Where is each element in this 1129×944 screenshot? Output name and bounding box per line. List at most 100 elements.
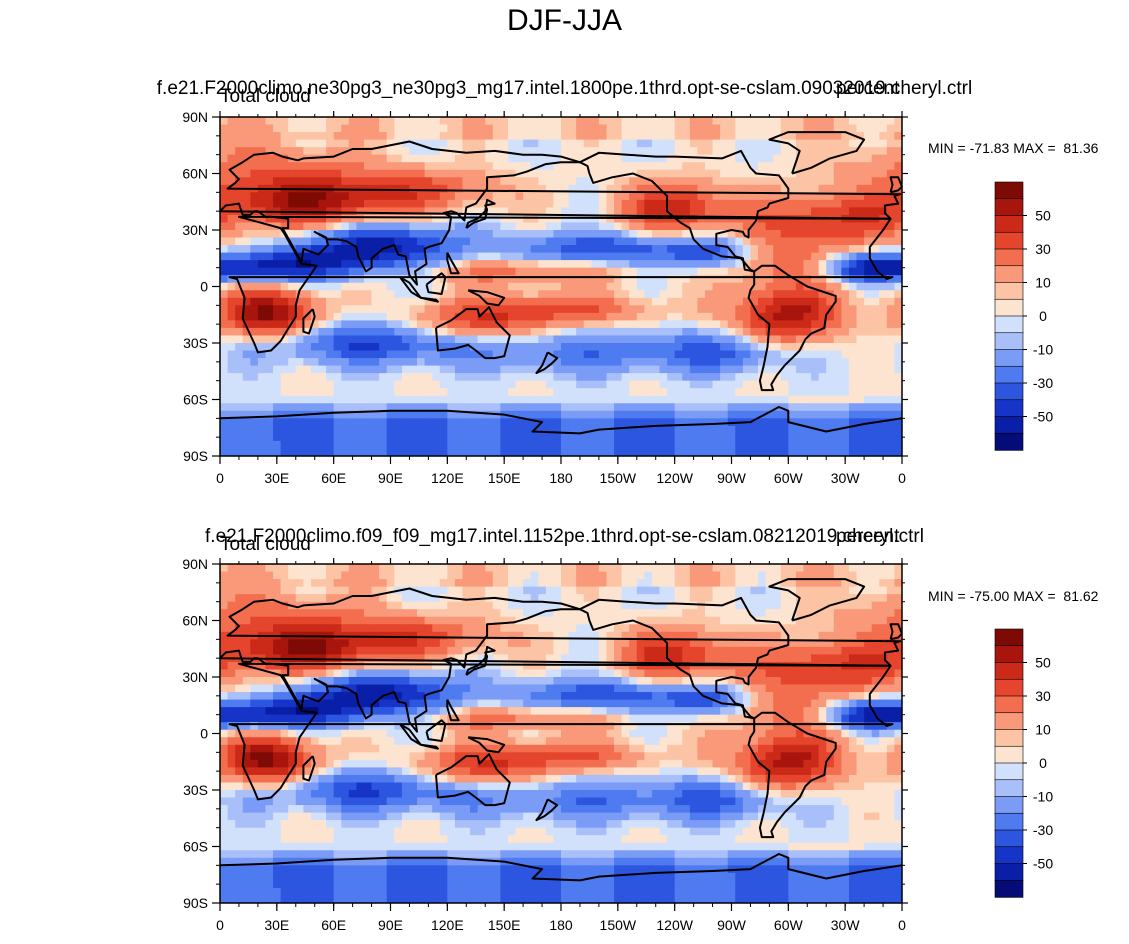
contour-cell <box>864 177 873 186</box>
contour-cell <box>886 320 896 329</box>
contour-cell <box>591 433 600 442</box>
contour-cell <box>583 117 592 126</box>
contour-cell <box>894 335 902 344</box>
contour-cell <box>704 425 714 434</box>
contour-cell <box>864 440 873 450</box>
contour-cell <box>424 282 433 291</box>
contour-cell <box>727 124 736 133</box>
contour-cell <box>644 297 653 306</box>
x-tick-label: 30E <box>264 470 289 486</box>
contour-cell <box>674 252 683 261</box>
contour-cell <box>651 147 661 156</box>
contour-cell <box>470 230 479 239</box>
contour-cell <box>894 237 902 246</box>
x-tick-label: 180 <box>549 470 573 486</box>
contour-cell <box>356 609 365 618</box>
contour-cell <box>424 320 433 329</box>
contour-cell <box>379 594 388 603</box>
contour-cell <box>879 192 888 201</box>
contour-cell <box>667 609 676 618</box>
contour-cell <box>568 162 577 171</box>
contour-cell <box>326 169 335 178</box>
contour-cell <box>500 440 509 450</box>
contour-cell <box>265 312 274 321</box>
contour-cell <box>454 564 464 573</box>
contour-cell <box>561 147 570 156</box>
contour-cell <box>454 199 464 208</box>
contour-cell <box>856 433 865 442</box>
contour-cell <box>530 237 539 246</box>
contour-cell <box>242 433 251 442</box>
contour-cell <box>811 290 820 299</box>
contour-cell <box>765 440 774 450</box>
contour-cell <box>341 440 350 450</box>
contour-cell <box>265 609 274 618</box>
contour-cell <box>841 230 850 239</box>
contour-cell <box>379 365 388 374</box>
contour-cell <box>530 230 539 239</box>
contour-cell <box>667 169 676 178</box>
contour-cell <box>553 124 562 133</box>
contour-cell <box>886 297 896 306</box>
contour-cell <box>220 433 229 442</box>
contour-cell <box>879 594 888 603</box>
contour-cell <box>720 373 729 382</box>
contour-cell <box>841 571 850 580</box>
contour-cell <box>242 169 251 178</box>
contour-cell <box>629 448 638 456</box>
contour-cell <box>333 388 342 397</box>
contour-cell <box>280 275 289 284</box>
contour-cell <box>712 571 721 580</box>
contour-cell <box>598 365 608 374</box>
contour-cell <box>636 124 645 133</box>
contour-cell <box>606 425 615 434</box>
contour-cell <box>689 147 698 156</box>
contour-cell <box>674 199 683 208</box>
contour-cell <box>894 312 902 321</box>
contour-cell <box>257 222 267 231</box>
contour-cell <box>477 335 486 344</box>
contour-cell <box>348 312 357 321</box>
contour-cell <box>742 139 752 148</box>
contour-cell <box>492 380 501 389</box>
contour-cell <box>303 124 312 133</box>
contour-cell <box>409 222 418 231</box>
contour-cell <box>417 230 426 239</box>
contour-cell <box>621 448 630 456</box>
contour-cell <box>326 222 335 231</box>
contour-cell <box>356 162 365 171</box>
contour-cell <box>651 388 661 397</box>
contour-cell <box>470 147 479 156</box>
contour-cell <box>432 117 441 126</box>
x-tick-label: 90W <box>717 470 747 486</box>
contour-cell <box>401 312 411 321</box>
contour-cell <box>538 616 547 625</box>
contour-cell <box>477 230 486 239</box>
contour-cell <box>500 343 509 352</box>
contour-cell <box>424 579 433 588</box>
contour-cell <box>462 267 471 276</box>
contour-cell <box>644 222 653 231</box>
contour-cell <box>712 616 721 625</box>
contour-cell <box>697 117 706 126</box>
contour-cell <box>674 327 683 337</box>
contour-cell <box>477 343 486 352</box>
contour-cell <box>856 230 865 239</box>
contour-cell <box>220 609 229 618</box>
contour-cell <box>644 290 653 299</box>
contour-cell <box>598 192 608 201</box>
contour-cell <box>712 433 721 442</box>
contour-cell <box>379 252 388 261</box>
contour-cell <box>447 425 456 434</box>
contour-cell <box>257 440 267 450</box>
contour-cell <box>545 594 555 603</box>
contour-cell <box>765 290 774 299</box>
contour-cell <box>606 327 615 337</box>
contour-cell <box>356 169 365 178</box>
panel-1-case-title: f.e21.F2000climo.ne30pg3_ne30pg3_mg17.in… <box>156 78 973 99</box>
contour-cell <box>386 440 395 450</box>
contour-cell <box>894 162 902 171</box>
coastline <box>535 351 559 375</box>
contour-cell <box>773 571 782 580</box>
contour-cell <box>667 252 676 261</box>
